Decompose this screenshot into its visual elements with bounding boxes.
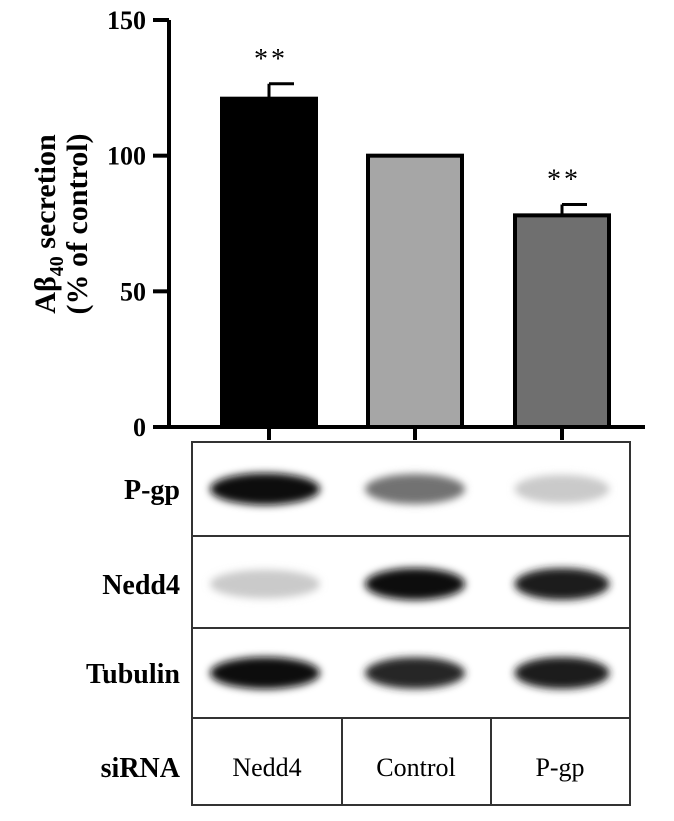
y-tick-label: 150 <box>107 6 146 35</box>
sirna-label: siRNA <box>101 753 181 784</box>
blot-row-label: Tubulin <box>86 659 180 690</box>
blot-band-tubulin <box>514 657 610 689</box>
y-tick-label: 100 <box>107 142 146 171</box>
blot-row-label: P-gp <box>124 475 180 506</box>
y-axis-title-subscript: 40 <box>46 256 68 276</box>
blot-row-labels: P-gp Nedd4 Tubulin <box>86 475 180 690</box>
significance-label: ** <box>254 44 288 75</box>
blot-band-p-gp <box>514 474 610 504</box>
blot-band-tubulin <box>365 657 465 689</box>
blot-lane-label: P-gp <box>535 753 584 782</box>
blot-band-nedd4 <box>210 569 320 599</box>
blot-band-nedd4 <box>514 568 610 600</box>
y-axis-title-line1: Aβ40 secretion <box>29 134 68 314</box>
y-tick-label: 0 <box>133 413 146 442</box>
bars: ** ** <box>220 44 611 430</box>
bar-nedd4 <box>220 96 318 429</box>
blot-band-p-gp <box>210 473 320 505</box>
blot-band-tubulin <box>210 657 320 689</box>
western-blot-panel: P-gp Nedd4 Tubulin Nedd4 Control P-gp siRNA <box>86 441 631 806</box>
blot-row-label: Nedd4 <box>102 570 180 601</box>
blot-band-p-gp <box>365 473 465 505</box>
blot-band-nedd4 <box>365 568 465 600</box>
x-ticks <box>267 427 564 440</box>
y-axis-title-main: Aβ <box>29 276 62 313</box>
significance-label: ** <box>547 165 581 196</box>
blot-lane-label: Control <box>376 753 455 782</box>
blot-lane-label: Nedd4 <box>232 753 301 782</box>
blot-bands <box>210 473 610 689</box>
y-axis-title: Aβ40 secretion (% of control) <box>29 133 94 314</box>
y-axis-title-rest: secretion <box>29 134 62 256</box>
bar-p-gp <box>513 213 611 429</box>
y-axis-title-line2: (% of control) <box>61 133 94 314</box>
y-ticks: 0 50 100 150 <box>107 6 169 442</box>
bar-control <box>366 153 464 430</box>
blot-lane-labels: Nedd4 Control P-gp <box>232 753 584 782</box>
y-tick-label: 50 <box>120 277 146 306</box>
